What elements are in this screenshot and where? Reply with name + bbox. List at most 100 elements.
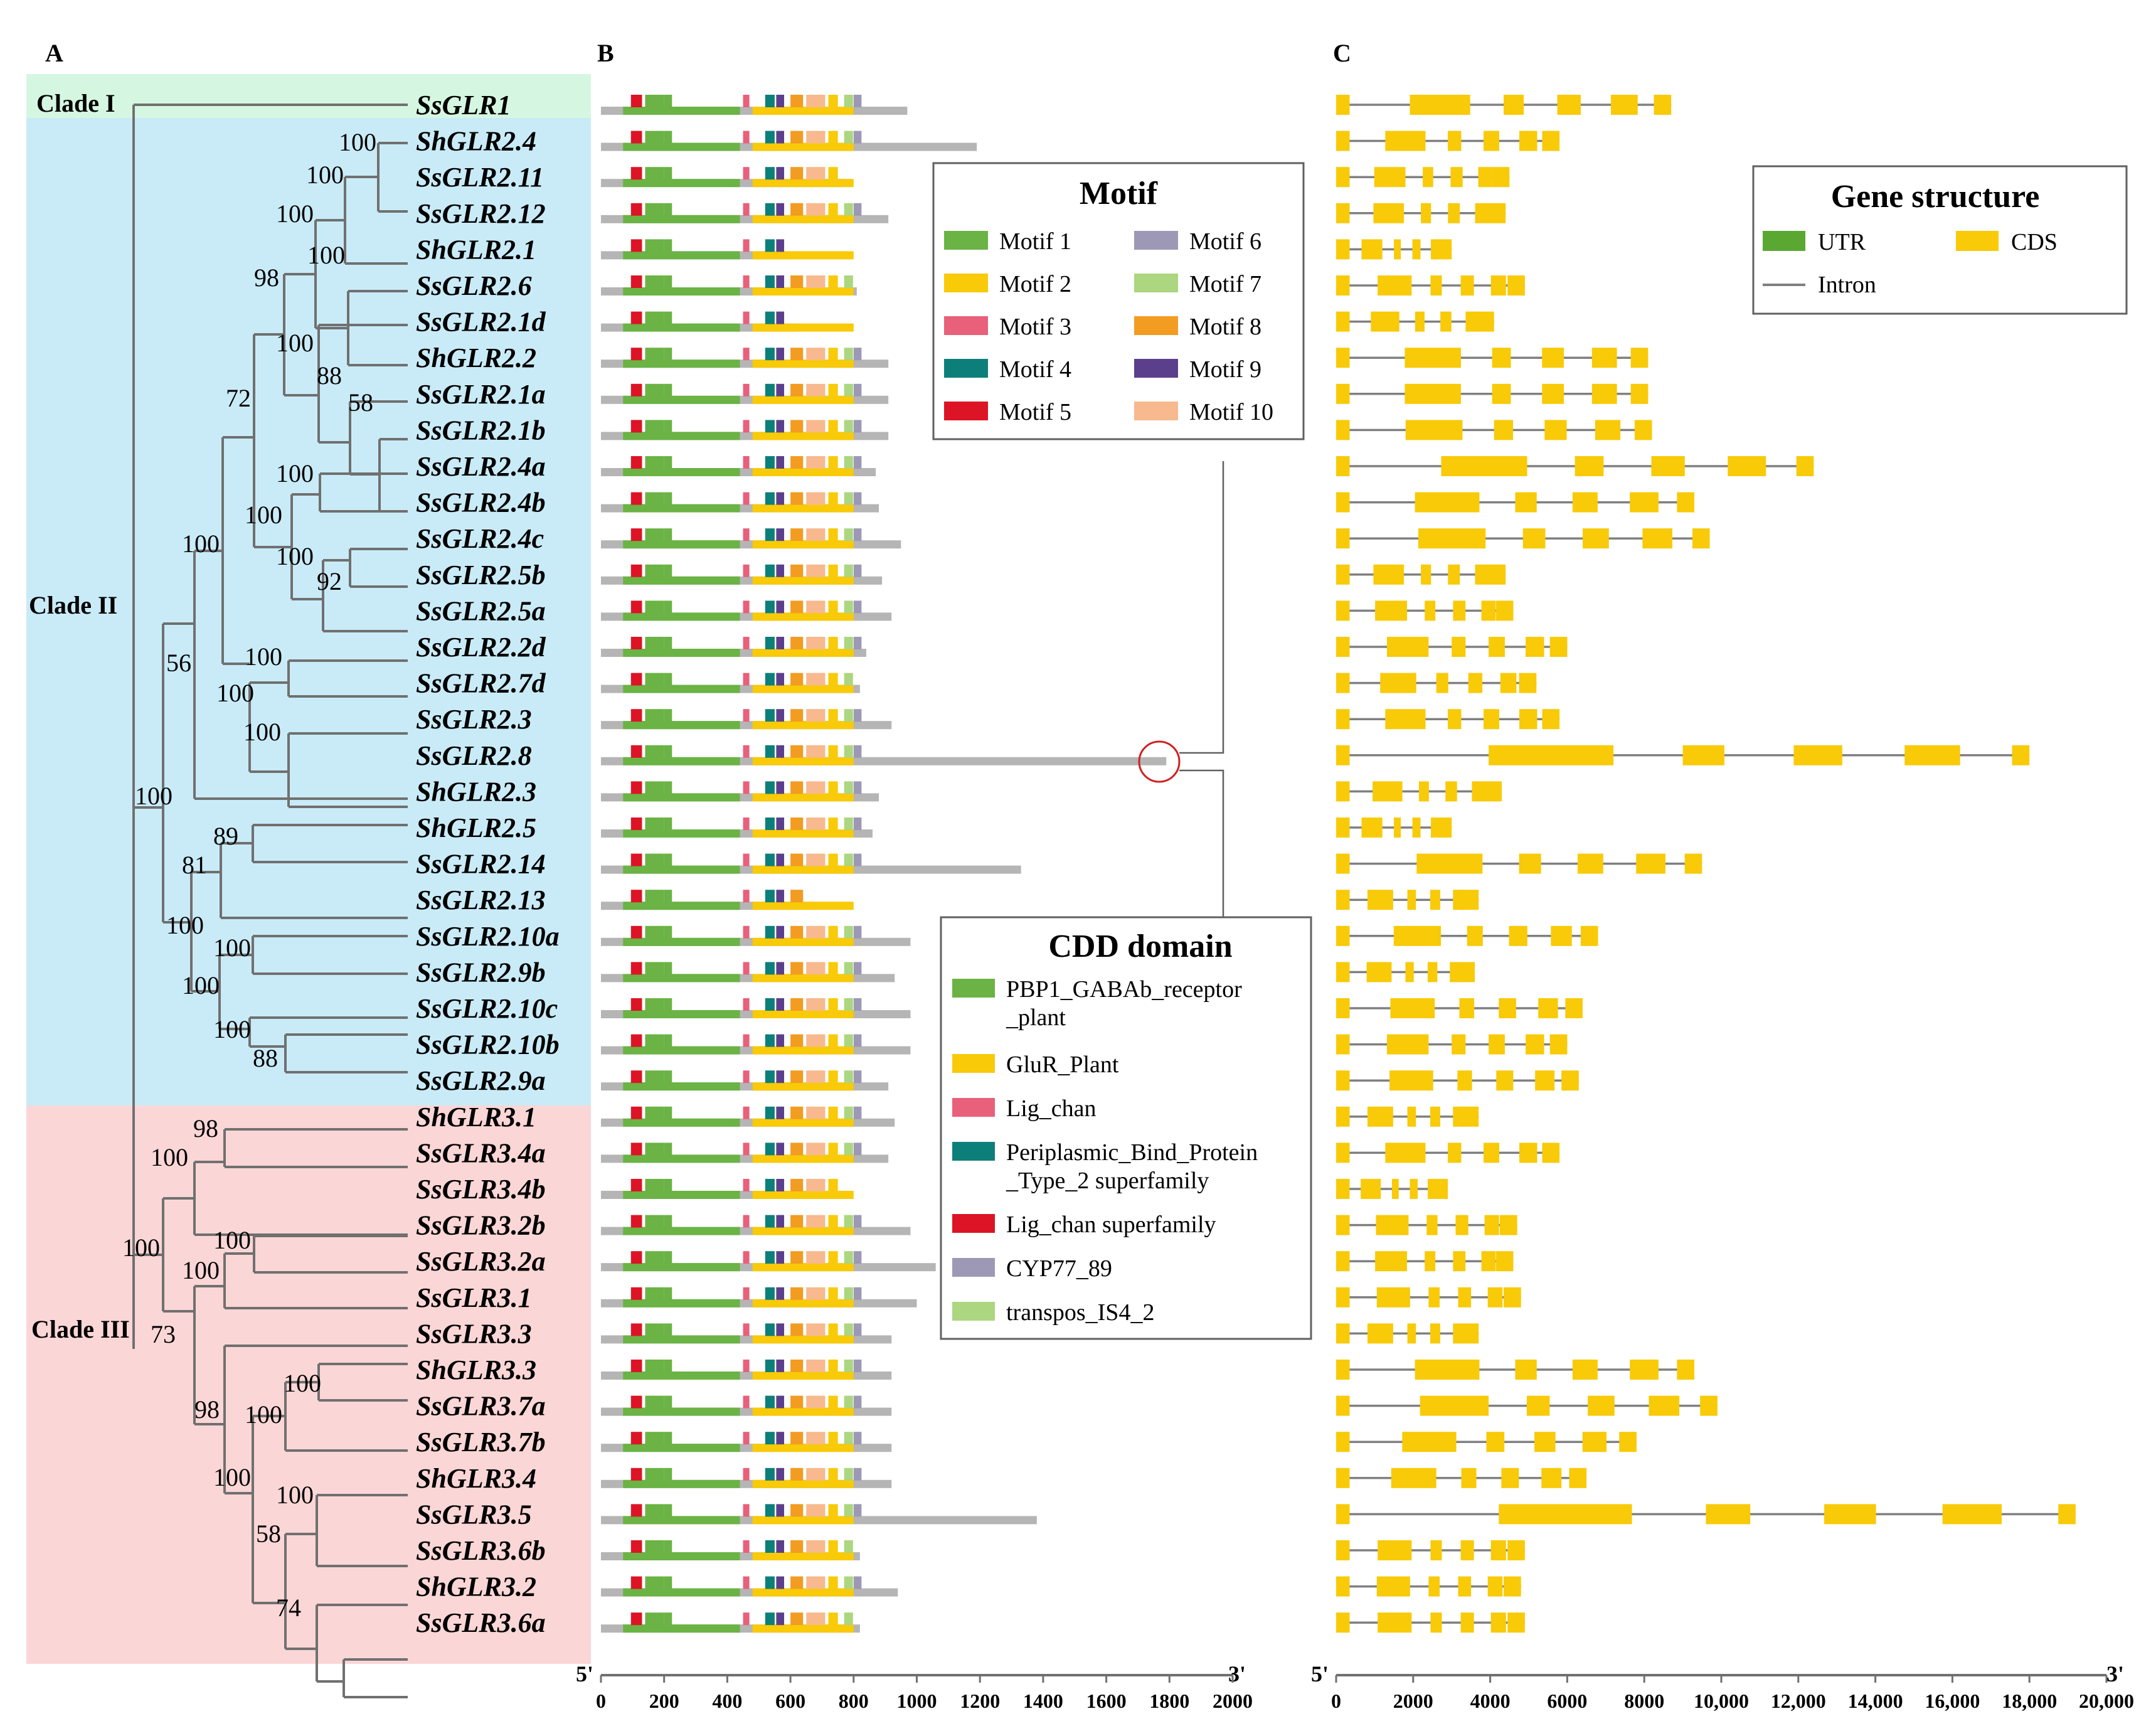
motif-block — [828, 962, 838, 975]
motif-block — [844, 1395, 853, 1409]
cdd-glur-domain — [752, 323, 854, 332]
cds-exon — [1457, 1070, 1472, 1091]
axis-tick-label: 1000 — [897, 1690, 937, 1712]
motif-block — [743, 818, 750, 830]
cdd-glur-domain — [752, 721, 854, 730]
motif-block — [853, 348, 862, 361]
motif-block — [844, 456, 853, 469]
gene-row — [1336, 275, 1525, 296]
gene-row — [1336, 1106, 1479, 1127]
motif-block — [645, 1215, 664, 1228]
cdd-glur-domain — [752, 974, 854, 983]
motif-block — [776, 1540, 785, 1553]
motif-block — [743, 1323, 750, 1336]
motif-block — [664, 1504, 672, 1517]
cds-exon — [1634, 420, 1652, 440]
motif-block — [664, 1467, 672, 1481]
motif-block — [776, 600, 785, 614]
motif-block — [630, 1070, 642, 1084]
cds-exon — [1336, 1467, 1350, 1488]
bootstrap-value: 100 — [276, 200, 314, 228]
axis-b-start: 5' — [576, 1661, 593, 1686]
bootstrap-value: 92 — [317, 567, 342, 595]
bootstrap-value: 100 — [306, 161, 344, 189]
gene-structure-legend: Gene structure UTR CDS Intron — [1752, 165, 2128, 315]
motif-block — [828, 1287, 838, 1300]
protein-row — [601, 348, 889, 368]
motif-block — [853, 1576, 862, 1589]
bootstrap-value: 58 — [256, 1520, 281, 1548]
gene-row — [1336, 890, 1479, 910]
cds-exon — [1465, 311, 1479, 332]
cds-exon — [1336, 673, 1350, 693]
phylogenetic-tree — [132, 104, 408, 1698]
gene-label: SsGLR3.1 — [416, 1282, 532, 1313]
motif-block — [790, 998, 804, 1011]
gene-row — [1336, 167, 1510, 188]
motif-block — [645, 1504, 664, 1517]
motif-block — [630, 781, 642, 794]
motif-block — [844, 1287, 853, 1300]
cds-exon — [1385, 130, 1426, 151]
motif-block — [790, 275, 804, 288]
gene-label: ShGLR2.4 — [416, 126, 536, 157]
motif-block — [630, 1576, 642, 1589]
cds-exon — [1542, 130, 1560, 151]
bootstrap-value: 89 — [213, 822, 238, 850]
protein-row — [601, 1360, 892, 1380]
cdd-glur-domain — [752, 215, 854, 223]
cds-exon — [1515, 492, 1537, 513]
gene-row — [1336, 528, 1710, 549]
motif-block — [743, 420, 750, 433]
cds-exon — [1412, 818, 1421, 838]
protein-row — [601, 1142, 889, 1163]
cds-exon — [1942, 1504, 2002, 1525]
cds-exon — [1336, 1504, 1350, 1525]
motif-block — [630, 1504, 642, 1517]
cds-exon — [1569, 1467, 1587, 1488]
gene-row — [1336, 709, 1560, 730]
axis-tick-label: 400 — [712, 1690, 742, 1712]
cds-exon — [1489, 745, 1614, 765]
motif-swatch — [1134, 402, 1178, 420]
gene-row — [1336, 1360, 1695, 1380]
motif-block — [828, 818, 838, 830]
motif-block — [765, 1034, 775, 1047]
motif-block — [645, 1360, 664, 1372]
motif-block — [844, 1106, 853, 1119]
motif-block — [630, 637, 642, 649]
cds-exon — [1336, 420, 1350, 440]
motif-block — [743, 528, 750, 541]
bootstrap-value: 100 — [166, 911, 204, 939]
motif-block — [743, 1504, 750, 1517]
gene-label: SsGLR3.6b — [416, 1535, 546, 1566]
cds-exon — [1389, 1070, 1433, 1091]
cdd-pbp1-domain — [623, 251, 740, 260]
cds-exon — [1405, 420, 1463, 440]
protein-row — [601, 492, 879, 513]
motif-block — [765, 853, 775, 866]
cds-exon — [1492, 383, 1511, 404]
motif-block — [765, 1287, 775, 1300]
protein-row — [601, 456, 876, 476]
gene-row — [1336, 492, 1695, 513]
motif-block — [743, 1106, 750, 1119]
motif-block — [645, 673, 664, 686]
motif-block — [844, 130, 853, 144]
bootstrap-values: 100 100 100 100 98 100 88 58 72 100 100 … — [122, 128, 376, 1622]
motif-block — [776, 203, 785, 216]
motif-block — [765, 348, 775, 361]
motif-block — [664, 528, 672, 541]
protein-row — [601, 1432, 892, 1452]
gene-label: SsGLR3.2a — [416, 1246, 546, 1277]
motif-block — [853, 1215, 862, 1228]
protein-row — [601, 239, 854, 260]
motif-block — [776, 420, 785, 433]
motif-block — [828, 673, 838, 686]
motif-block — [806, 998, 826, 1011]
cdd-legend-label-line2: _plant — [1006, 1004, 1066, 1031]
cds-exon — [1700, 1395, 1718, 1416]
intron-label: Intron — [1818, 272, 1876, 298]
motif-block — [844, 564, 853, 577]
motif-block — [790, 383, 804, 397]
